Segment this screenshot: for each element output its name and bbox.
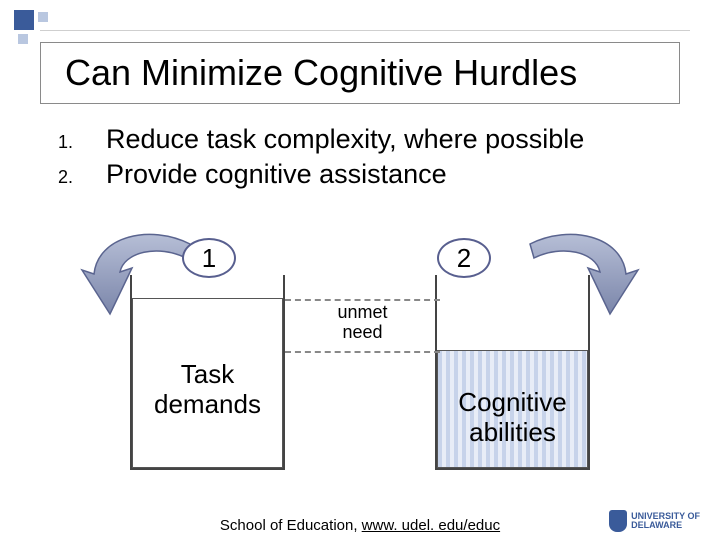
unmet-line1: unmet	[337, 302, 387, 322]
bullet-number: 1.	[48, 132, 106, 153]
bullet-text: Provide cognitive assistance	[106, 159, 447, 190]
bullet-item: 2. Provide cognitive assistance	[48, 159, 668, 190]
university-logo: UNIVERSITY OF DELAWARE	[609, 510, 700, 532]
footer-prefix: School of Education,	[220, 517, 362, 534]
title-bar: Can Minimize Cognitive Hurdles	[40, 42, 680, 104]
ellipse-1: 1	[182, 238, 236, 278]
task-demands-label: Task demands	[130, 360, 285, 420]
bullet-text: Reduce task complexity, where possible	[106, 124, 584, 155]
ellipse-2: 2	[437, 238, 491, 278]
slide-title: Can Minimize Cognitive Hurdles	[65, 52, 577, 94]
bullet-list: 1. Reduce task complexity, where possibl…	[48, 124, 668, 194]
unmet-need-label: unmet need	[285, 303, 440, 343]
bullet-number: 2.	[48, 167, 106, 188]
dashed-line-bottom	[285, 351, 440, 353]
dashed-line-top	[285, 299, 440, 301]
cognitive-abilities-label: Cognitive abilities	[435, 388, 590, 448]
header-rule	[40, 30, 690, 31]
unmet-line2: need	[342, 322, 382, 342]
shield-icon	[609, 510, 627, 532]
logo-text: UNIVERSITY OF DELAWARE	[631, 512, 700, 530]
bullet-item: 1. Reduce task complexity, where possibl…	[48, 124, 668, 155]
diagram: unmet need Task demands Cognitive abilit…	[0, 210, 720, 500]
footer-link[interactable]: www. udel. edu/educ	[362, 517, 500, 534]
